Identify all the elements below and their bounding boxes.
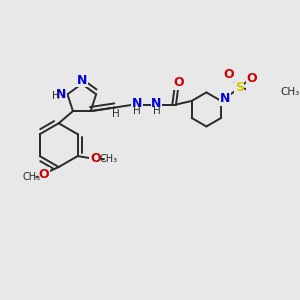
Text: N: N bbox=[132, 97, 142, 110]
Text: CH₃: CH₃ bbox=[23, 172, 41, 182]
Text: H: H bbox=[52, 91, 60, 101]
Text: O: O bbox=[39, 168, 50, 181]
Text: S: S bbox=[235, 81, 244, 94]
Text: N: N bbox=[220, 92, 230, 105]
Text: O: O bbox=[173, 76, 184, 89]
Text: O: O bbox=[223, 68, 234, 81]
Text: CH₃: CH₃ bbox=[100, 154, 118, 164]
Text: N: N bbox=[152, 97, 162, 110]
Text: N: N bbox=[76, 74, 87, 87]
Text: H: H bbox=[133, 106, 141, 116]
Text: H: H bbox=[112, 109, 120, 119]
Text: H: H bbox=[153, 106, 160, 116]
Text: CH₃: CH₃ bbox=[280, 87, 300, 98]
Text: O: O bbox=[246, 72, 257, 85]
Text: N: N bbox=[56, 88, 67, 101]
Text: O: O bbox=[90, 152, 101, 165]
